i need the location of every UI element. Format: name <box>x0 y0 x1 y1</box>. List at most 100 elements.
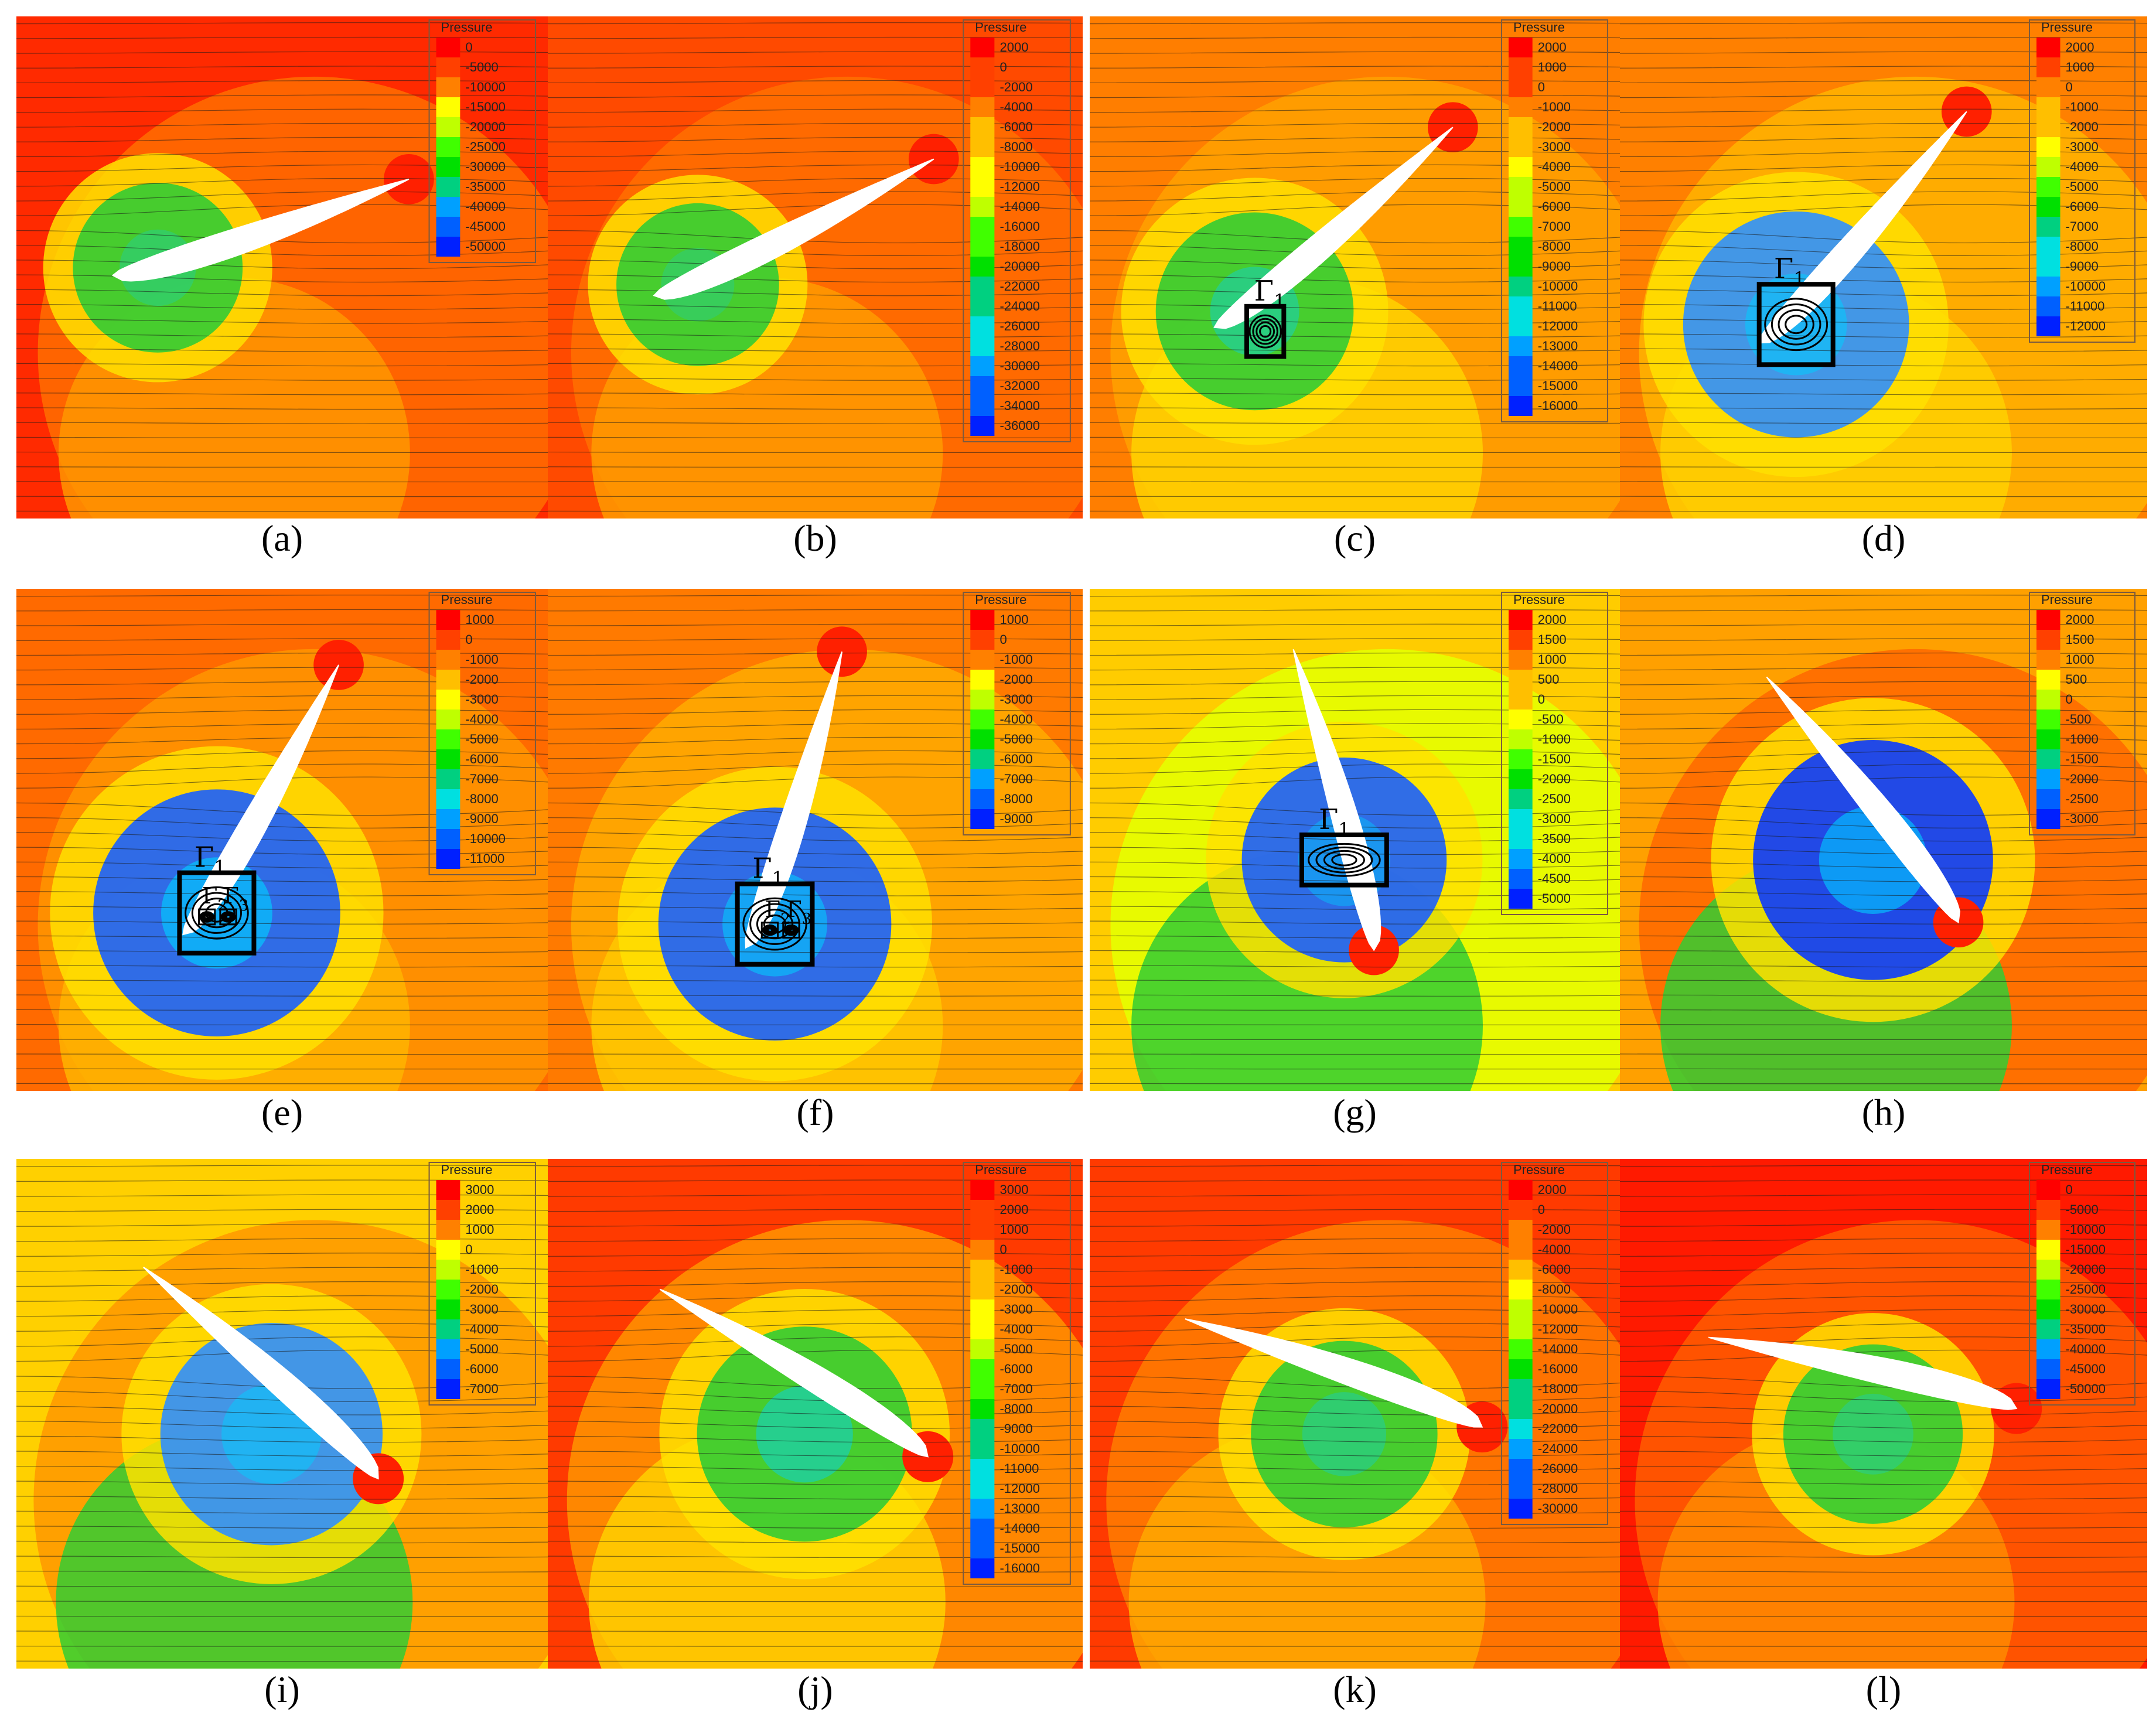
legend-tick-label: 0 <box>1538 80 1545 94</box>
vortex-Γ1: Γ1 <box>1244 275 1287 359</box>
legend-tick-label: 0 <box>1538 692 1545 707</box>
legend-tick-label: 1000 <box>999 1222 1028 1237</box>
legend-tick-label: -2000 <box>1538 1222 1571 1237</box>
legend-tick-label: -2000 <box>2066 772 2099 786</box>
panel-caption: (b) <box>793 517 837 559</box>
legend-tick-label: -10000 <box>2066 1222 2106 1237</box>
suction-peak <box>722 871 828 977</box>
legend-tick-label: -1500 <box>2066 752 2099 766</box>
legend-swatch <box>436 197 460 217</box>
legend-tick-label: -15000 <box>1538 378 1578 393</box>
legend-tick-label: 1500 <box>2066 632 2094 647</box>
legend-tick-label: -2000 <box>999 1282 1032 1297</box>
legend-tick-label: -28000 <box>1538 1481 1578 1496</box>
legend-swatch <box>1508 37 1533 57</box>
legend-swatch <box>436 670 460 690</box>
legend-tick-label: -10000 <box>465 80 506 94</box>
legend-tick-label: -3500 <box>1538 831 1571 846</box>
suction-peak <box>756 1386 853 1483</box>
airfoil <box>1708 1336 2018 1410</box>
legend-swatch <box>1508 709 1533 729</box>
legend-tick-label: -6000 <box>1538 199 1571 214</box>
legend-swatch <box>436 690 460 709</box>
suction-peak <box>161 857 272 969</box>
pressure-legend: Pressure 3000 2000 1000 0 -1000 -2000 -3000 -400… <box>963 1162 1071 1585</box>
legend-tick-label: -30000 <box>2066 1302 2106 1316</box>
legend-tick-label: -5000 <box>1538 179 1571 194</box>
legend-swatch <box>970 670 995 690</box>
legend-tick-label: -500 <box>2066 712 2092 726</box>
legend-swatch <box>1508 829 1533 849</box>
legend-swatch <box>2036 1339 2061 1359</box>
legend-tick-label: -26000 <box>1538 1461 1578 1476</box>
vortex-box <box>219 908 237 926</box>
vortex-box <box>782 922 800 939</box>
legend-swatch <box>2036 277 2061 296</box>
legend-swatch <box>436 237 460 257</box>
legend-tick-label: -14000 <box>1538 1342 1578 1356</box>
legend-swatch <box>970 197 995 217</box>
legend-tick-label: -2000 <box>2066 120 2099 134</box>
legend-swatch <box>436 1280 460 1299</box>
legend-tick-label: -8000 <box>2066 239 2099 254</box>
legend-tick-label: -3000 <box>999 1302 1032 1316</box>
legend-tick-label: -4500 <box>1538 871 1571 886</box>
legend-swatch <box>2036 137 2061 157</box>
legend-swatch <box>970 237 995 257</box>
legend-swatch <box>1508 1319 1533 1339</box>
suction-peak <box>1833 1393 1913 1475</box>
legend-tick-label: -40000 <box>465 199 506 214</box>
legend-swatch <box>1508 729 1533 749</box>
legend-tick-label: -3000 <box>2066 139 2099 154</box>
vortex-box <box>177 870 257 956</box>
legend-swatch <box>1508 277 1533 296</box>
legend-tick-label: -36000 <box>999 418 1040 433</box>
legend-tick-label: 3000 <box>465 1182 494 1197</box>
legend-swatch <box>2036 630 2061 650</box>
legend-tick-label: -16000 <box>1538 1362 1578 1376</box>
legend-tick-label: -30000 <box>465 159 506 174</box>
legend-tick-label: -7000 <box>2066 219 2099 234</box>
legend-tick-label: 2000 <box>1538 1182 1567 1197</box>
pressure-legend: Pressure 2000 0 -2000 -4000 -6000 -8000 -10000 -… <box>1500 1162 1608 1525</box>
legend-swatch <box>2036 1200 2061 1220</box>
legend-swatch <box>1508 1299 1533 1319</box>
legend-swatch <box>436 769 460 789</box>
legend-tick-label: -8000 <box>1538 239 1571 254</box>
legend-tick-label: -6000 <box>999 1362 1032 1376</box>
legend-swatch <box>436 1200 460 1220</box>
legend-tick-label: 1000 <box>1538 60 1567 74</box>
legend-tick-label: 0 <box>1538 1202 1545 1217</box>
legend-swatch <box>1508 217 1533 237</box>
legend-tick-label: -1000 <box>1538 100 1571 114</box>
legend-swatch <box>436 57 460 77</box>
legend-swatch <box>1508 1499 1533 1519</box>
legend-swatch <box>2036 650 2061 670</box>
legend-swatch <box>2036 296 2061 316</box>
legend-tick-label: -6000 <box>999 120 1032 134</box>
legend-swatch <box>1508 1459 1533 1479</box>
legend-tick-label: -18000 <box>1538 1382 1578 1396</box>
legend-title: Pressure <box>1513 592 1565 607</box>
legend-tick-label: -5000 <box>465 1342 498 1356</box>
legend-swatch <box>1508 1220 1533 1240</box>
panel-k: Pressure 2000 0 -2000 -4000 -6000 -8000 -10000 -… <box>1090 1159 1620 1669</box>
pressure-legend: Pressure 2000 1500 1000 500 0 -500 -1000 -1500 -2… <box>1500 592 1608 915</box>
legend-swatch <box>1508 316 1533 336</box>
legend-tick-label: -2000 <box>465 672 498 687</box>
legend-swatch <box>2036 316 2061 336</box>
legend-swatch <box>970 1558 995 1578</box>
legend-tick-label: 2000 <box>465 1202 494 1217</box>
legend-swatch <box>1508 57 1533 77</box>
legend-title: Pressure <box>441 592 493 607</box>
legend-swatch <box>1508 769 1533 789</box>
legend-tick-label: 3000 <box>999 1182 1028 1197</box>
legend-swatch <box>1508 137 1533 157</box>
legend-tick-label: 1000 <box>465 1222 494 1237</box>
panel-h: Pressure 2000 1500 1000 500 0 -500 -1000 -1500 -2… <box>1620 589 2147 1091</box>
panel-e: Γ1Γ2Γ3Pressure10000-1000-2000-3000-4000-… <box>16 589 548 1091</box>
legend-tick-label: -2000 <box>999 80 1032 94</box>
panel-f: Γ1Γ2Γ3Pressure10000-1000-2000-3000-4000-… <box>548 589 1083 1091</box>
legend-swatch <box>436 1240 460 1260</box>
legend-swatch <box>970 1280 995 1299</box>
